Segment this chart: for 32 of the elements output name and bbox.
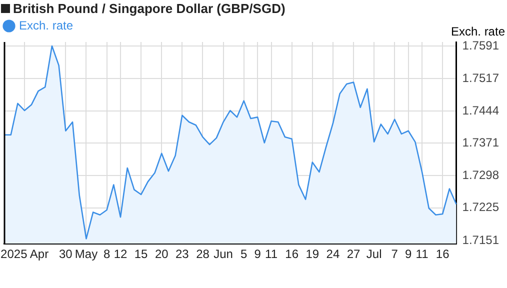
x-tick-label: 20 [154, 247, 169, 262]
x-tick-label: 9 [404, 247, 412, 262]
chart-title: British Pound / Singapore Dollar (GBP/SGD) [13, 1, 286, 16]
y-tick-label: 1.7225 [462, 200, 500, 214]
x-tick-label: 24 [326, 247, 340, 262]
x-tick-label: 16 [436, 247, 450, 262]
x-tick-label: 11 [416, 247, 429, 262]
x-tick-label: Jun [214, 247, 233, 262]
y-axis-title: Exch. rate [450, 24, 506, 38]
x-tick-label: 23 [176, 247, 190, 262]
y-tick-label: 1.7371 [462, 136, 500, 150]
x-tick-label: 7 [391, 247, 398, 262]
y-tick-label: 1.7517 [462, 71, 500, 86]
x-tick-label: 28 [196, 247, 210, 262]
x-tick-label: 8 [103, 247, 110, 262]
y-tick-label: 1.7591 [462, 38, 500, 52]
x-tick-label: 11 [265, 247, 278, 262]
x-tick-label: 9 [254, 247, 262, 262]
x-tick-label: May [74, 247, 98, 262]
y-tick-label: 1.7444 [462, 103, 500, 118]
y-tick-label: 1.7151 [462, 232, 500, 247]
x-tick-label: 15 [134, 247, 148, 262]
x-tick-label: 30 [58, 247, 73, 262]
x-tick-label: 12 [114, 247, 128, 262]
legend-label: Exch. rate [19, 18, 74, 32]
x-tick-label: 2025 Apr [0, 247, 49, 262]
x-tick-label: 16 [285, 247, 299, 262]
x-tick-label: 19 [306, 247, 320, 262]
y-tick-label: 1.7298 [462, 168, 500, 182]
x-tick-label: 5 [240, 247, 248, 262]
x-tick-label: Jul [366, 247, 382, 262]
x-tick-label: 27 [346, 247, 360, 262]
